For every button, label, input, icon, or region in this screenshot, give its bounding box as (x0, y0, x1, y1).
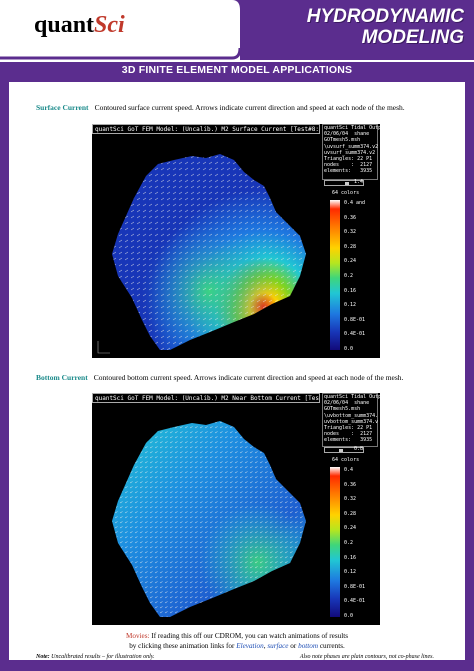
bottom-slider-value: 0.8 (354, 446, 364, 452)
surface-label: Surface Current (36, 103, 89, 112)
movies-sep-1: , (263, 642, 268, 650)
colorbar-tick-label: 0.2 (344, 540, 354, 546)
bottom-link[interactable]: bottom (298, 642, 319, 650)
colorbar-tick-label: 0.0 (344, 346, 354, 352)
movies-note: Movies: If reading this off our CDROM, y… (0, 631, 474, 651)
colorbar-tick-label: 0.4E-01 (344, 598, 366, 605)
section-title: 3D FINITE ELEMENT MODEL APPLICATIONS (121, 64, 353, 76)
colorbar-tick-label: 0.4 and (344, 200, 366, 206)
bottom-scale-slider[interactable] (324, 447, 364, 453)
quantsci-logo: quantSci (34, 12, 125, 38)
bottom-caption: Bottom Current Contoured bottom current s… (36, 373, 403, 382)
surface-window-title: quantSci GoT FEM Model: (Uncalib.) M2 Su… (92, 124, 320, 134)
right-border (465, 82, 474, 660)
left-border (0, 82, 9, 660)
bottom-current-plot (112, 421, 306, 617)
section-bar (0, 62, 474, 82)
surface-caption-text: Contoured surface current speed. Arrows … (94, 103, 405, 112)
colorbar-tick-label: 0.28 (344, 510, 357, 517)
bottom-colors-label: 64 colors (332, 457, 360, 463)
surface-colors-label: 64 colors (332, 190, 360, 196)
title-line-2: MODELING (361, 27, 464, 48)
note-label: Note: (36, 654, 50, 660)
colorbar-tick-label: 0.32 (344, 496, 357, 503)
surface-slider-value: 1.4 (354, 179, 364, 185)
colorbar-tick-label: 0.8E-01 (344, 583, 366, 590)
bottom-caption-text: Contoured bottom current speed. Arrows i… (93, 373, 404, 382)
surface-link[interactable]: surface (267, 642, 289, 650)
colorbar-tick-label: 0.12 (344, 302, 357, 309)
colorbar-tick-label: 0.2 (344, 273, 354, 279)
surface-colorbar (330, 200, 340, 350)
footer-bar (0, 660, 474, 671)
colorbar-tick-label: 0.28 (344, 243, 357, 250)
bottom-label: Bottom Current (36, 373, 88, 382)
bottom-model-window: quantSci GoT FEM Model: (Uncalib.) M2 Ne… (92, 393, 387, 625)
surface-scale-slider[interactable] (324, 180, 364, 186)
elevation-link[interactable]: Elevation (236, 642, 264, 650)
bottom-colorbar (330, 467, 340, 617)
note-text: Uncalibrated results – for illustration … (49, 654, 155, 660)
bottom-window-title: quantSci GoT FEM Model: (Uncalib.) M2 Ne… (92, 393, 320, 403)
surface-model-window: quantSci GoT FEM Model: (Uncalib.) M2 Su… (92, 124, 387, 358)
colorbar-tick-label: 0.36 (344, 214, 357, 221)
colorbar-tick-label: 0.4E-01 (344, 331, 366, 338)
movies-text-1: If reading this off our CDROM, you can w… (149, 632, 349, 640)
colorbar-tick-label: 0.8E-01 (344, 316, 366, 323)
movies-text-2: by clicking these animation links for (129, 642, 237, 650)
colorbar-tick-label: 0.24 (344, 525, 357, 532)
surface-info-panel (322, 124, 378, 180)
colorbar-tick-label: 0.16 (344, 287, 357, 294)
surface-info-text: quantSci Tidal Output 02/06/04 shane GOTme… (324, 125, 388, 175)
bottom-info-text: quantSci Tidal Output 02/06/04 shane GOTme… (324, 394, 388, 444)
colorbar-tick-label: 0.32 (344, 229, 357, 236)
surface-current-plot (97, 154, 306, 354)
colorbar-tick-label: 0.4 (344, 467, 354, 473)
movies-sep-2: or (288, 642, 299, 650)
movies-text-3: currents. (318, 642, 345, 650)
phase-note: Also note phases are plain contours, not… (299, 654, 434, 660)
logo-panel (0, 0, 242, 60)
surface-caption: Surface Current Contoured surface current… (36, 103, 405, 112)
colorbar-tick-label: 0.24 (344, 258, 357, 265)
movies-label: Movies: (125, 632, 150, 640)
colorbar-tick-label: 0.36 (344, 481, 357, 488)
page-title: HYDRODYNAMIC MODELING (232, 6, 464, 48)
colorbar-tick-label: 0.16 (344, 554, 357, 561)
bottom-info-panel (322, 393, 378, 447)
colorbar-tick-label: 0.0 (344, 613, 354, 619)
colorbar-tick-label: 0.12 (344, 569, 357, 576)
uncalibrated-note: Note: Uncalibrated results – for illustr… (36, 654, 155, 660)
title-line-1: HYDRODYNAMIC (306, 6, 464, 27)
